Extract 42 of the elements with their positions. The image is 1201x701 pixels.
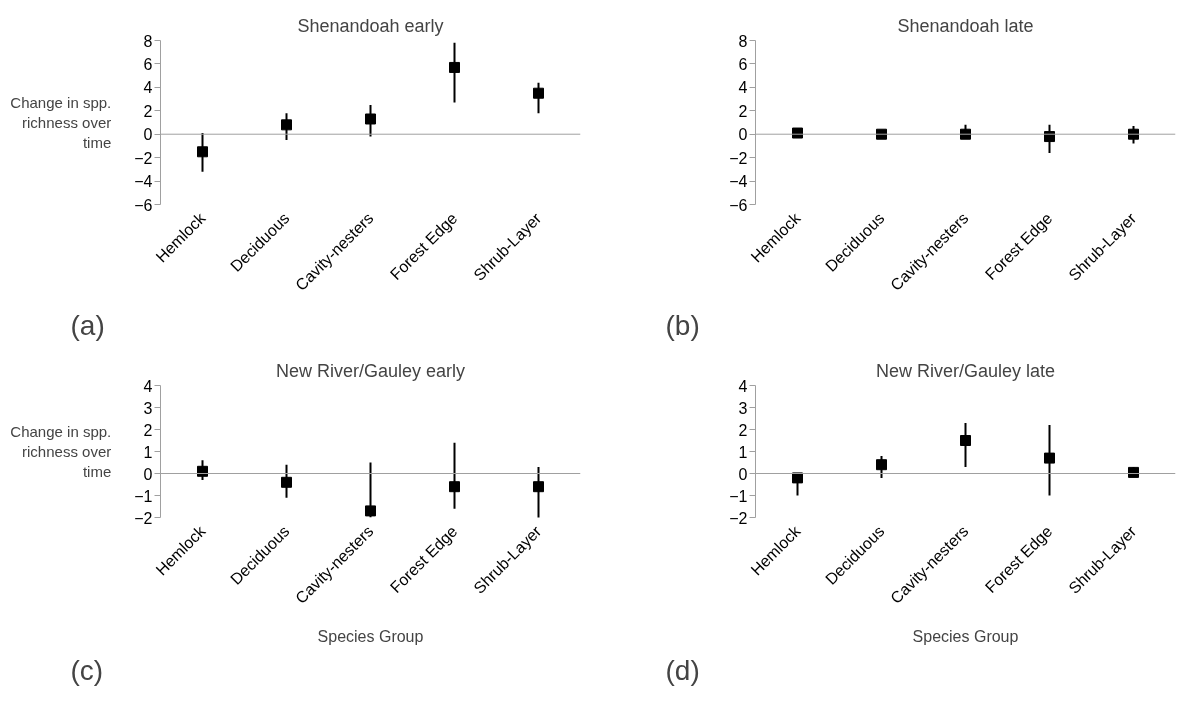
y-tick-label: 8	[738, 32, 748, 50]
y-tick-label: −4	[729, 173, 748, 191]
y-tick-label: −6	[134, 196, 153, 214]
x-axis-title: Species Group	[317, 627, 424, 645]
y-tick-label: 2	[738, 102, 748, 120]
y-tick-label: 0	[738, 465, 748, 483]
y-tick-label: −6	[729, 196, 748, 214]
y-tick-label: 8	[143, 32, 153, 50]
y-tick-label: 0	[143, 126, 153, 144]
chart-title: Shenandoah late	[897, 15, 1034, 36]
y-tick-label: 0	[143, 465, 153, 483]
y-tick-label: −4	[134, 173, 153, 191]
y-tick-label: 0	[738, 126, 748, 144]
y-tick-label: 4	[738, 79, 748, 97]
y-tick-label: 4	[143, 79, 153, 97]
text: (b)	[665, 309, 700, 341]
y-tick-label: 4	[143, 377, 153, 395]
y-axis-title: Change in spp. richness over time	[10, 93, 112, 152]
y-tick-label: 6	[738, 55, 748, 73]
y-tick-label: 2	[738, 421, 748, 439]
text: (a)	[70, 309, 105, 341]
y-tick-label: −2	[729, 149, 748, 167]
x-axis-title: Species Group	[912, 627, 1019, 645]
y-tick-label: 2	[143, 421, 153, 439]
y-tick-label: 1	[738, 443, 748, 461]
y-tick-label: 4	[738, 377, 748, 395]
chart-title: Shenandoah early	[297, 15, 444, 36]
y-axis-title: Change in spp. richness over time	[10, 422, 112, 481]
chart-title: New River/Gauley late	[875, 360, 1056, 381]
y-tick-label: −2	[134, 509, 153, 527]
y-tick-label: 6	[143, 55, 153, 73]
y-tick-label: 3	[738, 399, 748, 417]
text: (d)	[665, 654, 700, 686]
y-tick-label: −2	[134, 149, 153, 167]
y-tick-label: −1	[134, 487, 153, 505]
text: (c)	[70, 654, 104, 686]
y-tick-label: 2	[143, 102, 153, 120]
y-tick-label: 3	[143, 399, 153, 417]
y-tick-label: −1	[729, 487, 748, 505]
y-tick-label: −2	[729, 509, 748, 527]
chart-title: New River/Gauley early	[275, 360, 466, 381]
y-tick-label: 1	[143, 443, 153, 461]
